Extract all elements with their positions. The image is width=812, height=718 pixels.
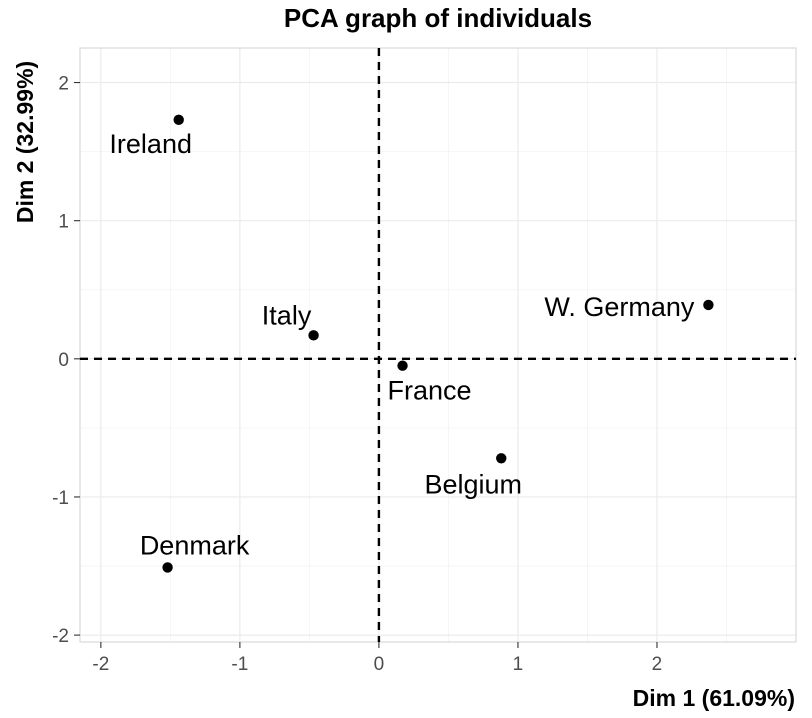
point-label-france: France	[388, 376, 472, 406]
chart-title: PCA graph of individuals	[284, 3, 592, 33]
y-tick-label: -2	[52, 626, 69, 647]
x-tick-label: 1	[513, 654, 524, 675]
point-w-germany	[703, 299, 714, 311]
reference-lines	[80, 48, 796, 642]
x-tick-label: -1	[231, 654, 248, 675]
x-tick-label: -2	[92, 654, 109, 675]
plot-panel-border	[79, 47, 797, 643]
y-tick-label: 1	[58, 212, 69, 233]
point-belgium	[496, 453, 507, 464]
x-tick-label: 0	[374, 654, 385, 675]
point-label-denmark: Denmark	[140, 530, 250, 560]
y-tick-label: -1	[52, 488, 69, 509]
point-ireland	[173, 114, 184, 126]
x-tick-label: 2	[652, 654, 663, 675]
point-label-italy: Italy	[262, 300, 312, 330]
point-denmark	[162, 562, 173, 573]
point-labels: Ireland Italy France W. Germany Belgium Denma…	[109, 129, 694, 561]
point-france	[397, 360, 408, 371]
y-tick-label: 2	[58, 74, 69, 95]
point-label-belgium: Belgium	[424, 469, 522, 499]
y-tick-label: 0	[58, 350, 69, 371]
axis-ticks: -2 -1 0 1 2 -2 -1 0 1 2	[52, 74, 662, 675]
x-axis-title: Dim 1 (61.09%)	[633, 685, 795, 711]
data-points	[162, 114, 714, 573]
point-label-w-germany: W. Germany	[544, 292, 695, 322]
point-label-ireland: Ireland	[109, 129, 192, 159]
y-axis-title: Dim 2 (32.99%)	[12, 61, 38, 223]
point-italy	[308, 330, 319, 341]
